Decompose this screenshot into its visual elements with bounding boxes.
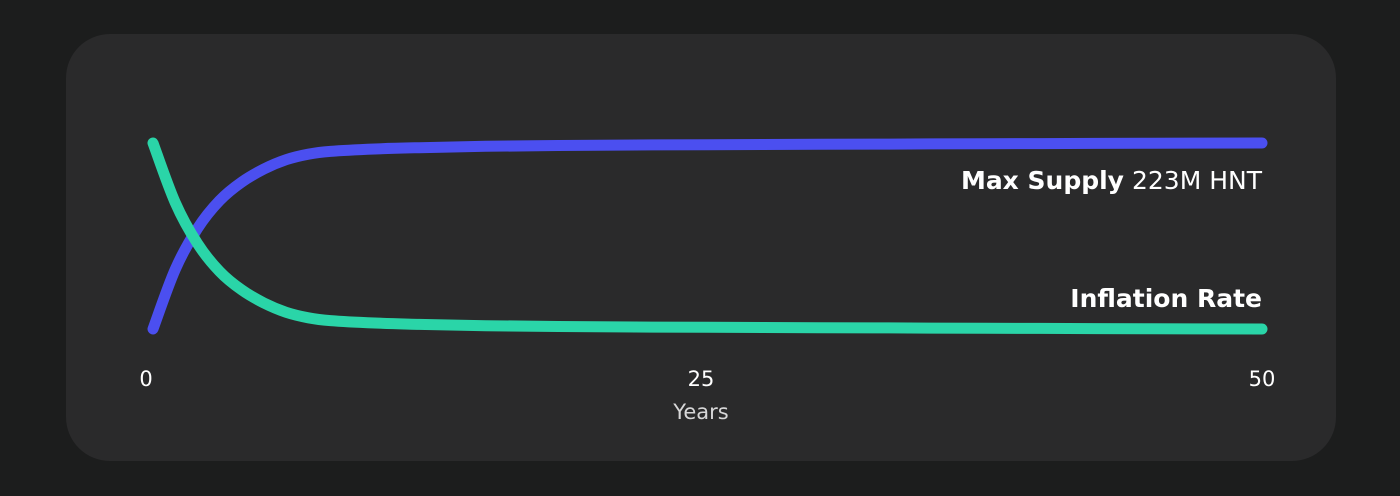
x-tick-label: 0 — [139, 367, 152, 391]
series-layer — [147, 137, 1268, 335]
max-supply-line — [147, 137, 1268, 335]
x-axis-title: Years — [672, 400, 728, 424]
inflation-rate-line — [147, 137, 1268, 335]
max-supply-value: 223M HNT — [1132, 166, 1263, 195]
x-tick-label: 25 — [688, 367, 715, 391]
max-supply-name: Max Supply — [961, 166, 1124, 195]
inflation-rate-label: Inflation Rate — [1070, 284, 1262, 313]
x-tick-label: 50 — [1249, 367, 1276, 391]
max-supply-label: Max Supply 223M HNT — [961, 166, 1263, 195]
chart-card — [66, 34, 1336, 461]
